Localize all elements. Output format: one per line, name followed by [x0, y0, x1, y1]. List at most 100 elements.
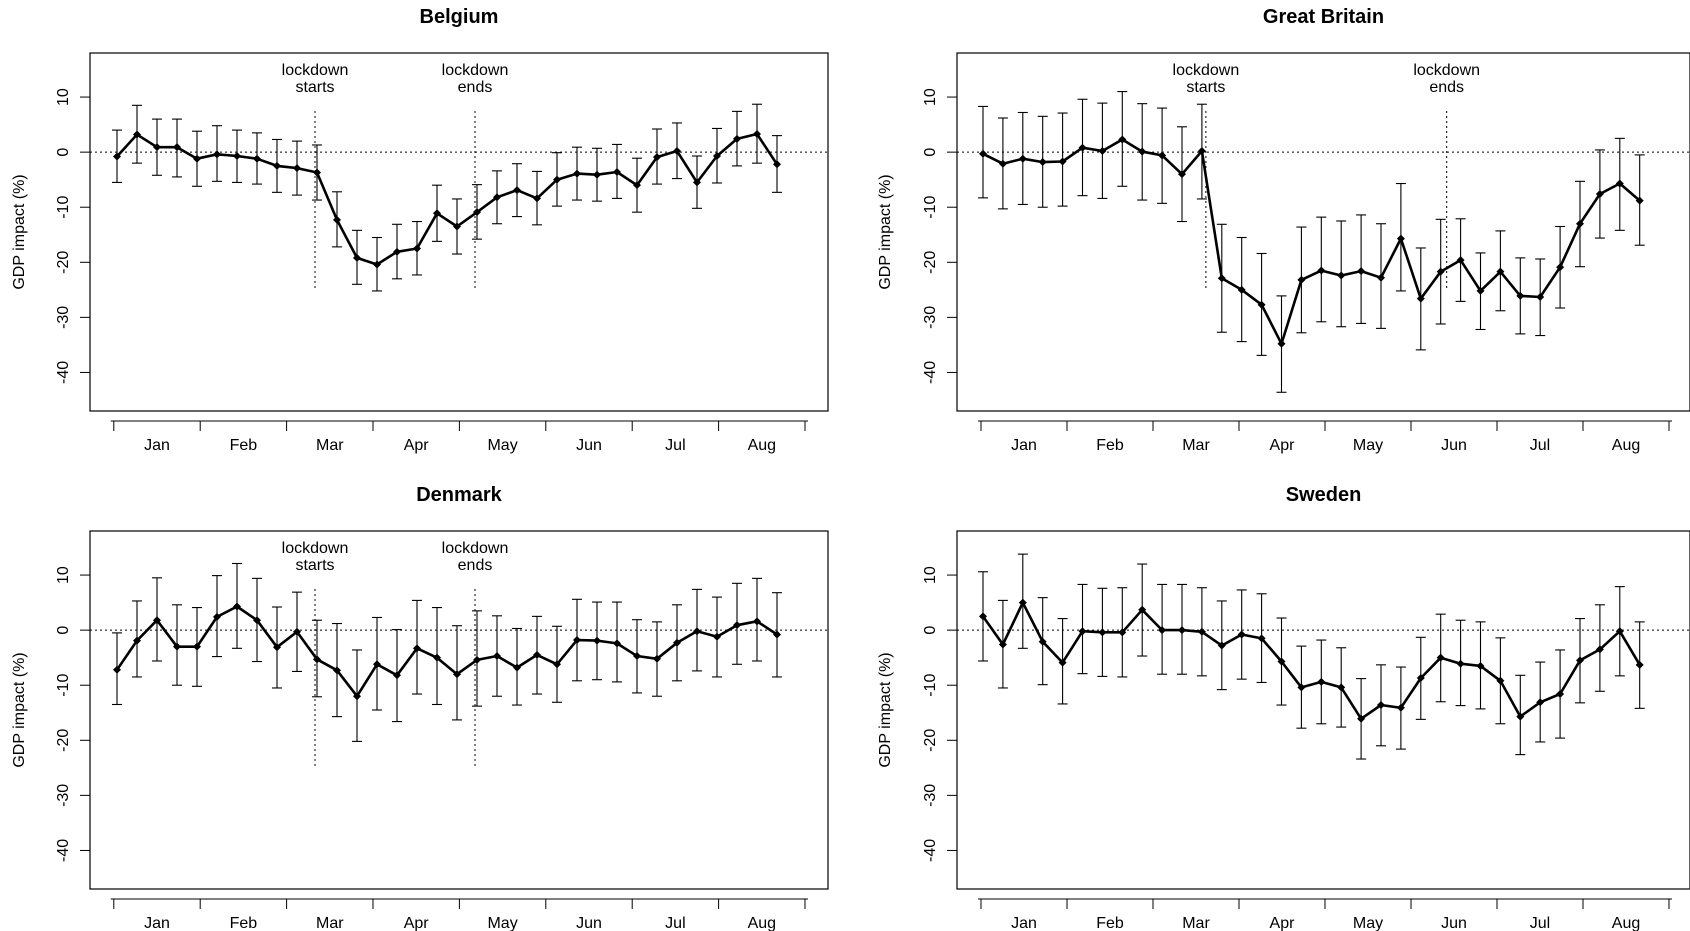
data-point [773, 630, 781, 639]
data-point [413, 244, 421, 253]
data-point [1178, 626, 1186, 635]
data-point [1536, 698, 1545, 707]
data-point [1337, 683, 1346, 692]
data-point [573, 636, 581, 645]
data-point [1595, 645, 1604, 654]
data-point [1556, 263, 1565, 272]
data-point [1317, 677, 1326, 686]
y-tick-label: -10 [922, 196, 939, 219]
data-point [353, 692, 361, 701]
data-point [1118, 628, 1127, 637]
y-axis-label: GDP impact (%) [11, 652, 28, 767]
data-point [773, 160, 781, 169]
data-point [193, 154, 201, 163]
y-tick-label: 0 [922, 148, 939, 157]
data-point [1456, 256, 1465, 265]
plot-frame [956, 52, 1690, 412]
x-tick-label: Jan [1011, 915, 1037, 931]
data-point [493, 193, 501, 202]
x-tick-label: Mar [316, 437, 344, 454]
x-tick-label: Mar [1182, 915, 1210, 931]
y-tick-label: 10 [922, 88, 939, 106]
data-point [553, 660, 561, 669]
x-tick-label: Feb [230, 437, 258, 454]
annotation-text: ends [458, 557, 493, 574]
x-tick-label: May [487, 915, 517, 931]
data-point [673, 638, 681, 647]
data-point [293, 164, 301, 173]
data-point [253, 616, 261, 625]
data-point [1635, 660, 1644, 669]
series-line [982, 138, 1641, 346]
data-point [373, 260, 381, 269]
x-tick-label: Apr [404, 915, 430, 931]
x-tick-label: Aug [1612, 915, 1640, 931]
data-point [1178, 170, 1186, 179]
data-point [1396, 703, 1405, 712]
annotation-text: starts [295, 557, 334, 574]
data-point [1098, 147, 1107, 156]
chart-panel-2: Great Britain GDP impact (%) 10 0 -10 -20 -30 -… [877, 6, 1690, 454]
data-point [173, 143, 181, 152]
data-point [353, 253, 361, 262]
data-point [613, 167, 621, 176]
data-point [1297, 275, 1306, 284]
data-point [153, 143, 161, 152]
x-tick-label: Apr [404, 437, 430, 454]
y-axis-label: GDP impact (%) [877, 652, 894, 767]
y-tick-label: 10 [55, 566, 72, 584]
data-point [533, 650, 541, 659]
data-point [1078, 627, 1087, 636]
data-point [1078, 143, 1087, 152]
y-tick-label: -40 [55, 361, 72, 384]
chart-panel-4: Sweden GDP impact (%) 10 0 -10 -20 -30 -40 Jan Fe… [877, 484, 1690, 931]
data-point [1377, 273, 1385, 282]
y-tick-label: -30 [55, 306, 72, 329]
data-point [753, 129, 761, 138]
x-tick-label: Apr [1270, 915, 1296, 931]
data-point [473, 655, 481, 664]
x-tick-label: Aug [748, 437, 776, 454]
y-tick-label: -30 [55, 784, 72, 807]
y-tick-label: 0 [55, 626, 72, 635]
data-point [1576, 219, 1584, 228]
data-point [1038, 158, 1047, 167]
y-tick-label: 10 [922, 566, 939, 584]
annotation-text: starts [1186, 79, 1225, 96]
data-point [173, 642, 181, 651]
x-tick-label: Mar [316, 915, 344, 931]
y-tick-label: -10 [922, 674, 939, 697]
data-point [1476, 661, 1485, 670]
y-tick-label: -20 [55, 251, 72, 274]
x-tick-label: Feb [230, 915, 258, 931]
annotation-text: ends [458, 79, 493, 96]
data-point [998, 640, 1007, 649]
data-point [1217, 641, 1226, 650]
data-point [1576, 656, 1584, 665]
data-point [1615, 179, 1624, 188]
data-point [1556, 690, 1565, 699]
data-point [453, 670, 461, 679]
plot-frame [956, 530, 1690, 890]
annotation-text: lockdown [442, 62, 509, 79]
x-tick-label: Jun [576, 915, 602, 931]
data-point [393, 247, 401, 256]
data-point [273, 643, 281, 652]
x-tick-label: Feb [1096, 915, 1124, 931]
data-point [273, 161, 281, 170]
data-point [1018, 154, 1027, 163]
data-point [653, 654, 661, 663]
data-point [1536, 292, 1545, 301]
data-point [1416, 674, 1425, 683]
data-point [1377, 701, 1385, 710]
data-point [533, 194, 541, 203]
data-point [1337, 271, 1346, 280]
annotation-text: lockdown [442, 540, 509, 557]
data-point [998, 159, 1007, 168]
data-point [313, 655, 321, 664]
data-point [593, 636, 601, 645]
data-point [1237, 285, 1246, 294]
data-point [1496, 267, 1505, 276]
data-point [1138, 147, 1147, 156]
data-point [333, 666, 341, 675]
